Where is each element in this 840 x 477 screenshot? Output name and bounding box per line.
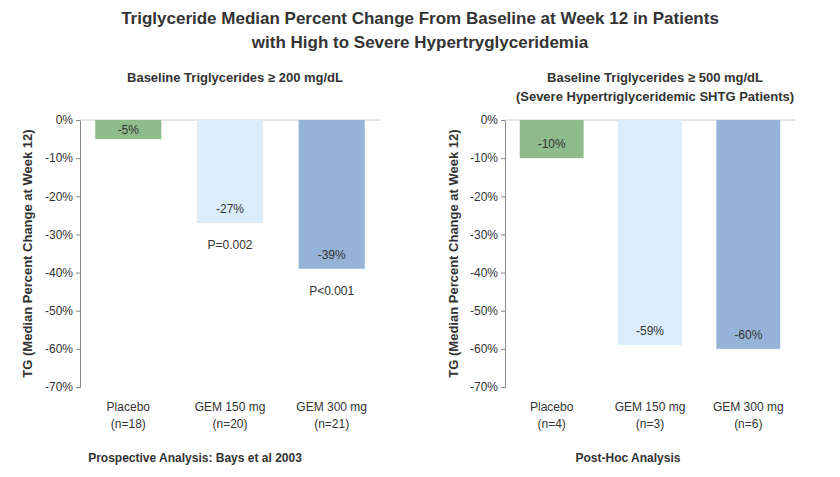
main-title: with High to Severe Hypertryglyceridemia [251, 33, 589, 52]
y-axis-line [76, 121, 81, 388]
y-tick: 0% [56, 113, 80, 127]
y-tick-mark [76, 311, 80, 312]
y-tick: -20% [470, 190, 505, 204]
y-tick-mark [501, 120, 505, 121]
chart: Baseline Triglycerides ≥ 200 mg/dL 0% -10%… [20, 70, 380, 465]
chart: Baseline Triglycerides ≥ 500 mg/dL (Sever… [446, 70, 795, 465]
y-tick-mark [76, 196, 80, 197]
y-tick: 0% [481, 113, 505, 127]
y-tick: -50% [45, 304, 80, 318]
chart-title: Baseline Triglycerides ≥ 200 mg/dL [127, 70, 343, 85]
p-value: P=0.002 [207, 238, 252, 252]
y-axis-line [501, 121, 506, 388]
main-title: Triglyceride Median Percent Change From … [121, 9, 719, 28]
chart-title: Baseline Triglycerides ≥ 500 mg/dL [547, 70, 763, 85]
y-tick-mark [501, 349, 505, 350]
y-tick: -20% [45, 190, 80, 204]
y-tick-mark [501, 234, 505, 235]
x-tick-label: GEM 150 mg(n=3) [615, 400, 686, 431]
y-tick-label: -70% [470, 380, 498, 394]
bar [716, 120, 780, 349]
data-label: -10% [538, 137, 566, 151]
y-tick: -60% [45, 342, 80, 356]
y-tick-label: -20% [470, 190, 498, 204]
y-tick: -30% [45, 228, 80, 242]
y-tick: -70% [470, 380, 505, 394]
caption: Post-Hoc Analysis [576, 451, 681, 465]
x-tick-label: GEM 300 mg(n=6) [713, 400, 784, 431]
y-tick-mark [76, 273, 80, 274]
x-tick-label: Placebo(n=18) [107, 400, 151, 431]
y-axis-title: TG (Median Percent Change at Week 12) [20, 129, 35, 377]
y-tick: -60% [470, 342, 505, 356]
y-axis: 0% -10% -20% -30% -40% -50% -60% -70% [45, 113, 81, 394]
y-axis-title: TG (Median Percent Change at Week 12) [446, 129, 461, 377]
x-tick-label: GEM 150 mg(n=20) [195, 400, 266, 431]
y-tick-label: -40% [470, 266, 498, 280]
y-tick-mark [501, 273, 505, 274]
y-tick-label: -50% [470, 304, 498, 318]
data-label: -59% [636, 324, 664, 338]
data-label: -5% [118, 123, 140, 137]
y-tick-mark [76, 349, 80, 350]
bar [299, 120, 365, 269]
y-tick-label: -30% [45, 228, 73, 242]
y-tick-label: -60% [45, 342, 73, 356]
y-tick: -40% [45, 266, 80, 280]
y-tick-label: -40% [45, 266, 73, 280]
y-tick-label: -60% [470, 342, 498, 356]
bar [618, 120, 682, 345]
y-tick-mark [501, 387, 505, 388]
caption: Prospective Analysis: Bays et al 2003 [88, 451, 302, 465]
y-tick-label: 0% [481, 113, 499, 127]
x-tick-label: GEM 300 mg(n=21) [296, 400, 367, 431]
y-tick-label: -50% [45, 304, 73, 318]
data-label: -60% [734, 328, 762, 342]
y-tick-label: -30% [470, 228, 498, 242]
y-tick-mark [76, 387, 80, 388]
data-label: -39% [318, 248, 346, 262]
y-tick-mark [501, 158, 505, 159]
y-tick: -40% [470, 266, 505, 280]
bars [95, 120, 364, 269]
p-value: P<0.001 [309, 284, 354, 298]
y-axis: 0% -10% -20% -30% -40% -50% -60% -70% [470, 113, 506, 394]
bar [520, 120, 584, 158]
x-tick-label: Placebo(n=4) [530, 400, 574, 431]
data-label: -27% [216, 202, 244, 216]
bar [197, 120, 263, 223]
y-tick: -70% [45, 380, 80, 394]
y-tick-label: -10% [470, 151, 498, 165]
y-tick-mark [76, 158, 80, 159]
y-tick: -30% [470, 228, 505, 242]
y-tick: -10% [45, 151, 80, 165]
bar [95, 120, 161, 139]
y-tick-mark [76, 120, 80, 121]
y-tick-mark [501, 311, 505, 312]
y-tick-mark [501, 196, 505, 197]
y-tick-label: 0% [56, 113, 74, 127]
y-tick: -50% [470, 304, 505, 318]
y-tick-label: -70% [45, 380, 73, 394]
y-tick-mark [76, 234, 80, 235]
chart-root: Triglyceride Median Percent Change From … [0, 0, 840, 477]
chart-subtitle: (Severe Hypertriglyceridemic SHTG Patien… [516, 89, 794, 104]
y-tick-label: -20% [45, 190, 73, 204]
y-tick: -10% [470, 151, 505, 165]
y-tick-label: -10% [45, 151, 73, 165]
bars [520, 120, 781, 349]
